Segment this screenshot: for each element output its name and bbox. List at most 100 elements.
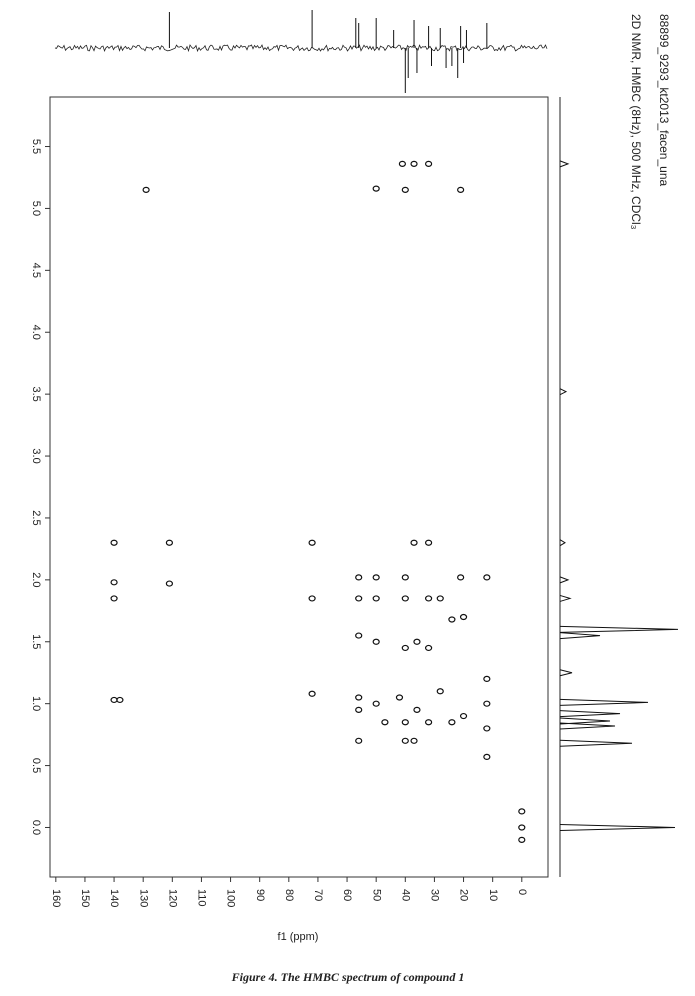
cross-peak: [459, 712, 468, 720]
cross-peak: [410, 737, 418, 744]
cross-peak: [395, 694, 404, 701]
cross-peak: [401, 186, 409, 193]
y-tick-label: 4.5: [30, 263, 42, 278]
cross-peak: [401, 574, 409, 581]
y-tick-label: 0.0: [30, 820, 42, 835]
x-tick-label: 90: [254, 889, 266, 901]
x-tick-label: 160: [50, 889, 62, 907]
cross-peak: [483, 725, 491, 732]
cross-peak: [413, 706, 421, 713]
cross-peak: [424, 719, 433, 726]
cross-peak: [483, 675, 491, 683]
cross-peak: [116, 696, 124, 704]
cross-peak: [448, 719, 456, 726]
y-tick-label: 1.5: [30, 634, 42, 649]
x-tick-label: 100: [225, 889, 237, 907]
cross-peak: [401, 595, 409, 602]
cross-peak: [355, 706, 363, 713]
side-trace-peak: [559, 722, 616, 730]
cross-peak: [457, 186, 465, 193]
caption: Figure 4. The HMBC spectrum of compound …: [231, 970, 465, 984]
x-tick-label: 0: [516, 889, 528, 895]
cross-peak: [410, 160, 418, 167]
cross-peak: [355, 595, 363, 602]
cross-peak: [436, 688, 444, 695]
side-trace-peak: [559, 710, 621, 718]
cross-peak: [372, 638, 380, 645]
cross-peak: [483, 574, 491, 581]
cross-peak: [372, 185, 380, 192]
x-tick-label: 110: [196, 889, 208, 907]
side-trace-peak: [559, 160, 570, 168]
x-tick-label: 40: [399, 889, 411, 901]
x-tick-label: 80: [283, 889, 295, 901]
cross-peak: [518, 836, 526, 843]
experiment: 2D NMR, HMBC (8Hz), 500 MHz, CDCl₃: [629, 14, 643, 230]
x-tick-label: 30: [429, 889, 441, 901]
x-tick-label: 130: [137, 889, 149, 907]
cross-peak: [518, 808, 526, 815]
cross-peak: [459, 613, 468, 621]
cross-peak: [424, 595, 433, 602]
y-tick-label: 1.0: [30, 696, 42, 711]
y-tick-label: 3.5: [30, 386, 42, 401]
cross-peak: [110, 696, 118, 704]
plot-frame: [49, 96, 549, 878]
cross-peak: [410, 539, 418, 546]
cross-peak: [401, 644, 409, 652]
cross-peak: [308, 690, 316, 697]
cross-peak: [308, 539, 316, 546]
cross-peak: [401, 737, 409, 744]
x-tick-label: 60: [341, 889, 353, 901]
side-trace-peak: [559, 717, 611, 725]
sample-name: 88899_9293_kt2013_facen_una: [657, 14, 671, 186]
x-tick-label: 150: [79, 889, 91, 907]
cross-peak: [424, 644, 433, 652]
y-tick-label: 2.5: [30, 510, 42, 525]
cross-peak: [457, 574, 465, 581]
cross-peak: [355, 574, 363, 581]
side-trace-peak: [559, 698, 649, 706]
side-trace-peak: [559, 576, 570, 584]
side-trace-peak: [559, 669, 573, 677]
cross-peak: [401, 719, 409, 726]
cross-peak: [424, 160, 433, 167]
y-tick-label: 3.0: [30, 448, 42, 463]
cross-peak: [398, 160, 406, 167]
x-tick-label: 10: [487, 889, 499, 901]
cross-peak: [142, 186, 150, 193]
cross-peak: [424, 539, 433, 546]
cross-peak: [483, 753, 491, 761]
side-trace-peak: [559, 539, 566, 547]
x-axis-label: f1 (ppm): [278, 931, 319, 943]
cross-peak: [165, 539, 174, 546]
cross-peak: [110, 595, 118, 602]
cross-peak: [372, 574, 380, 581]
cross-peak: [355, 632, 363, 639]
cross-peak: [381, 719, 389, 726]
y-tick-label: 4.0: [30, 325, 42, 340]
top-baseline: [54, 44, 548, 53]
cross-peak: [436, 595, 444, 602]
side-trace-peak: [559, 823, 676, 831]
x-tick-label: 20: [458, 889, 470, 901]
cross-peak: [372, 700, 380, 707]
side-trace-peak: [559, 594, 572, 602]
x-tick-label: 50: [370, 889, 382, 901]
cross-peak: [110, 579, 118, 586]
cross-peak: [355, 737, 363, 744]
cross-peak: [110, 539, 118, 546]
y-tick-label: 5.5: [30, 139, 42, 154]
side-trace-peak: [559, 625, 679, 633]
side-trace-peak: [559, 388, 568, 396]
x-tick-label: 70: [312, 889, 324, 901]
cross-peak: [308, 595, 316, 602]
cross-peak: [372, 595, 380, 602]
y-tick-label: 2.0: [30, 572, 42, 587]
side-trace-peak: [559, 739, 633, 747]
cross-peak: [165, 580, 174, 587]
y-tick-label: 5.0: [30, 201, 42, 216]
cross-peak: [355, 694, 363, 701]
cross-peak: [518, 824, 526, 831]
